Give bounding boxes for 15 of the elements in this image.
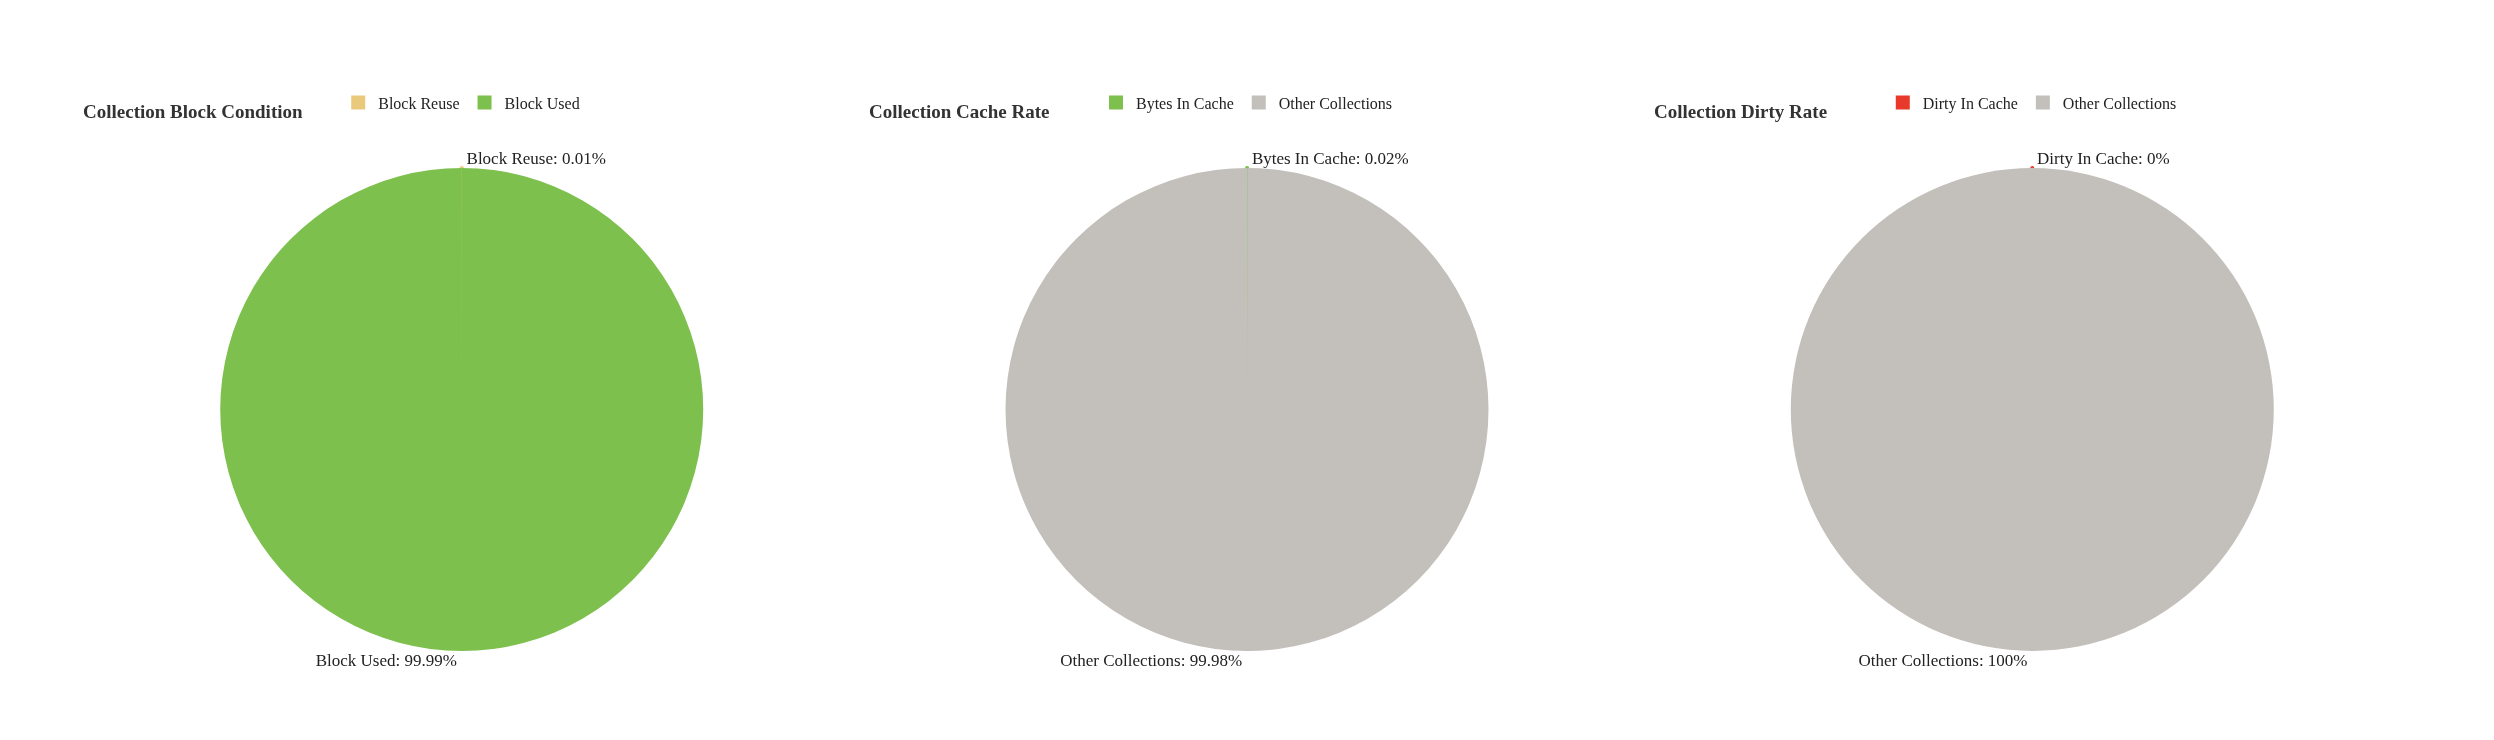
legend-label: Dirty In Cache bbox=[1922, 94, 2018, 113]
data-label: Other Collections: 99.98% bbox=[1060, 651, 1243, 670]
data-label: Block Used: 99.99% bbox=[315, 651, 457, 670]
chart-title: Collection Block Condition bbox=[83, 101, 304, 122]
data-label: Other Collections: 100% bbox=[1858, 651, 2028, 670]
legend-label: Block Used bbox=[504, 94, 580, 112]
data-label: Block Reuse: 0.01% bbox=[466, 149, 606, 168]
chart-title: Collection Dirty Rate bbox=[1654, 101, 1828, 122]
legend-label: Other Collections bbox=[1278, 94, 1393, 112]
legend-label: Bytes In Cache bbox=[1136, 94, 1234, 113]
data-label: Bytes In Cache: 0.02% bbox=[1251, 149, 1409, 168]
text: Dirty In Cache: 0% bbox=[2037, 149, 2170, 168]
legend-label: Block Reuse bbox=[378, 94, 460, 112]
chart-title: Collection Cache Rate bbox=[869, 101, 1050, 122]
legend-label: Other Collections bbox=[2062, 94, 2177, 112]
